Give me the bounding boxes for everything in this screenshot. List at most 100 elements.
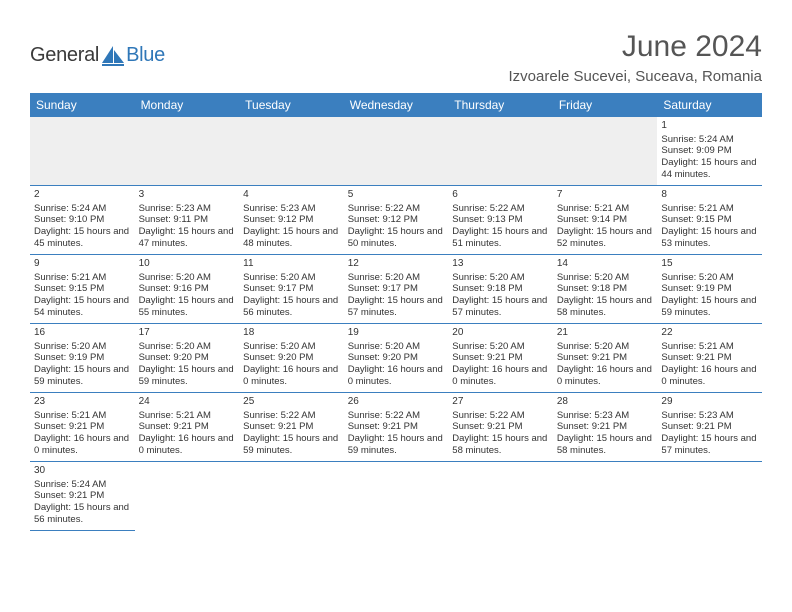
- daylight-line: Daylight: 15 hours and 48 minutes.: [243, 226, 340, 250]
- calendar-cell: 19Sunrise: 5:20 AMSunset: 9:20 PMDayligh…: [344, 324, 449, 393]
- daylight-line: Daylight: 15 hours and 58 minutes.: [557, 433, 654, 457]
- sunrise-line: Sunrise: 5:20 AM: [452, 272, 549, 284]
- day-number: 30: [34, 465, 131, 478]
- day-number: 28: [557, 396, 654, 409]
- daylight-line: Daylight: 15 hours and 59 minutes.: [139, 364, 236, 388]
- calendar-cell: 26Sunrise: 5:22 AMSunset: 9:21 PMDayligh…: [344, 393, 449, 462]
- day-number: 5: [348, 189, 445, 202]
- sunset-line: Sunset: 9:21 PM: [557, 421, 654, 433]
- calendar-grid: SundayMondayTuesdayWednesdayThursdayFrid…: [30, 93, 762, 531]
- sunset-line: Sunset: 9:12 PM: [348, 214, 445, 226]
- calendar-cell-empty: [344, 462, 449, 531]
- sunset-line: Sunset: 9:21 PM: [452, 352, 549, 364]
- day-header-row: SundayMondayTuesdayWednesdayThursdayFrid…: [30, 93, 762, 117]
- day-number: 8: [661, 189, 758, 202]
- sunset-line: Sunset: 9:21 PM: [661, 421, 758, 433]
- location-subtitle: Izvoarele Sucevei, Suceava, Romania: [509, 68, 762, 85]
- sunrise-line: Sunrise: 5:23 AM: [661, 410, 758, 422]
- calendar-cell: 24Sunrise: 5:21 AMSunset: 9:21 PMDayligh…: [135, 393, 240, 462]
- calendar-cell: 9Sunrise: 5:21 AMSunset: 9:15 PMDaylight…: [30, 255, 135, 324]
- day-number: 9: [34, 258, 131, 271]
- day-number: 11: [243, 258, 340, 271]
- sunset-line: Sunset: 9:21 PM: [452, 421, 549, 433]
- daylight-line: Daylight: 15 hours and 54 minutes.: [34, 295, 131, 319]
- title-block: June 2024 Izvoarele Sucevei, Suceava, Ro…: [509, 30, 762, 85]
- logo-text-left: General: [30, 44, 99, 67]
- daylight-line: Daylight: 15 hours and 56 minutes.: [34, 502, 131, 526]
- calendar-cell: 28Sunrise: 5:23 AMSunset: 9:21 PMDayligh…: [553, 393, 658, 462]
- calendar-cell: 2Sunrise: 5:24 AMSunset: 9:10 PMDaylight…: [30, 186, 135, 255]
- calendar-cell-blank: [448, 117, 553, 186]
- sunrise-line: Sunrise: 5:21 AM: [34, 410, 131, 422]
- sunrise-line: Sunrise: 5:22 AM: [452, 410, 549, 422]
- sunset-line: Sunset: 9:14 PM: [557, 214, 654, 226]
- sunrise-line: Sunrise: 5:21 AM: [661, 203, 758, 215]
- sunset-line: Sunset: 9:19 PM: [661, 283, 758, 295]
- sunrise-line: Sunrise: 5:20 AM: [139, 341, 236, 353]
- calendar-week: 9Sunrise: 5:21 AMSunset: 9:15 PMDaylight…: [30, 255, 762, 324]
- calendar-cell: 13Sunrise: 5:20 AMSunset: 9:18 PMDayligh…: [448, 255, 553, 324]
- calendar-cell-blank: [30, 117, 135, 186]
- sunrise-line: Sunrise: 5:21 AM: [139, 410, 236, 422]
- calendar-cell: 12Sunrise: 5:20 AMSunset: 9:17 PMDayligh…: [344, 255, 449, 324]
- calendar-cell-empty: [239, 462, 344, 531]
- day-number: 4: [243, 189, 340, 202]
- calendar-cell: 23Sunrise: 5:21 AMSunset: 9:21 PMDayligh…: [30, 393, 135, 462]
- day-number: 22: [661, 327, 758, 340]
- sunrise-line: Sunrise: 5:23 AM: [139, 203, 236, 215]
- calendar-cell: 20Sunrise: 5:20 AMSunset: 9:21 PMDayligh…: [448, 324, 553, 393]
- sunset-line: Sunset: 9:21 PM: [557, 352, 654, 364]
- sunset-line: Sunset: 9:13 PM: [452, 214, 549, 226]
- sunrise-line: Sunrise: 5:20 AM: [348, 341, 445, 353]
- daylight-line: Daylight: 16 hours and 0 minutes.: [661, 364, 758, 388]
- sunrise-line: Sunrise: 5:20 AM: [557, 341, 654, 353]
- daylight-line: Daylight: 15 hours and 57 minutes.: [661, 433, 758, 457]
- sunrise-line: Sunrise: 5:20 AM: [661, 272, 758, 284]
- calendar-cell: 4Sunrise: 5:23 AMSunset: 9:12 PMDaylight…: [239, 186, 344, 255]
- sunset-line: Sunset: 9:21 PM: [34, 490, 131, 502]
- day-number: 21: [557, 327, 654, 340]
- daylight-line: Daylight: 16 hours and 0 minutes.: [139, 433, 236, 457]
- day-header: Sunday: [30, 93, 135, 117]
- day-number: 17: [139, 327, 236, 340]
- day-header: Saturday: [657, 93, 762, 117]
- calendar-cell: 16Sunrise: 5:20 AMSunset: 9:19 PMDayligh…: [30, 324, 135, 393]
- calendar-cell-empty: [135, 462, 240, 531]
- sunrise-line: Sunrise: 5:20 AM: [139, 272, 236, 284]
- calendar-page: General Blue June 2024 Izvoarele Sucevei…: [0, 0, 792, 551]
- sunset-line: Sunset: 9:12 PM: [243, 214, 340, 226]
- sunset-line: Sunset: 9:21 PM: [348, 421, 445, 433]
- sunset-line: Sunset: 9:18 PM: [452, 283, 549, 295]
- sunset-line: Sunset: 9:15 PM: [661, 214, 758, 226]
- sunrise-line: Sunrise: 5:20 AM: [348, 272, 445, 284]
- sunset-line: Sunset: 9:15 PM: [34, 283, 131, 295]
- calendar-cell: 3Sunrise: 5:23 AMSunset: 9:11 PMDaylight…: [135, 186, 240, 255]
- calendar-cell: 17Sunrise: 5:20 AMSunset: 9:20 PMDayligh…: [135, 324, 240, 393]
- calendar-week: 30Sunrise: 5:24 AMSunset: 9:21 PMDayligh…: [30, 462, 762, 531]
- calendar-cell-blank: [239, 117, 344, 186]
- day-header: Thursday: [448, 93, 553, 117]
- calendar-cell: 30Sunrise: 5:24 AMSunset: 9:21 PMDayligh…: [30, 462, 135, 531]
- day-number: 7: [557, 189, 654, 202]
- brand-logo: General Blue: [30, 30, 165, 67]
- sunset-line: Sunset: 9:21 PM: [34, 421, 131, 433]
- sunset-line: Sunset: 9:20 PM: [139, 352, 236, 364]
- calendar-cell-blank: [553, 117, 658, 186]
- sunset-line: Sunset: 9:21 PM: [661, 352, 758, 364]
- daylight-line: Daylight: 15 hours and 56 minutes.: [243, 295, 340, 319]
- daylight-line: Daylight: 15 hours and 53 minutes.: [661, 226, 758, 250]
- day-header: Friday: [553, 93, 658, 117]
- calendar-cell: 18Sunrise: 5:20 AMSunset: 9:20 PMDayligh…: [239, 324, 344, 393]
- sunset-line: Sunset: 9:20 PM: [243, 352, 340, 364]
- calendar-cell: 25Sunrise: 5:22 AMSunset: 9:21 PMDayligh…: [239, 393, 344, 462]
- calendar-cell: 8Sunrise: 5:21 AMSunset: 9:15 PMDaylight…: [657, 186, 762, 255]
- sunset-line: Sunset: 9:18 PM: [557, 283, 654, 295]
- calendar-cell: 15Sunrise: 5:20 AMSunset: 9:19 PMDayligh…: [657, 255, 762, 324]
- sunrise-line: Sunrise: 5:20 AM: [243, 341, 340, 353]
- day-number: 14: [557, 258, 654, 271]
- day-number: 23: [34, 396, 131, 409]
- calendar-cell: 7Sunrise: 5:21 AMSunset: 9:14 PMDaylight…: [553, 186, 658, 255]
- day-number: 16: [34, 327, 131, 340]
- day-number: 19: [348, 327, 445, 340]
- calendar-week: 1Sunrise: 5:24 AMSunset: 9:09 PMDaylight…: [30, 117, 762, 186]
